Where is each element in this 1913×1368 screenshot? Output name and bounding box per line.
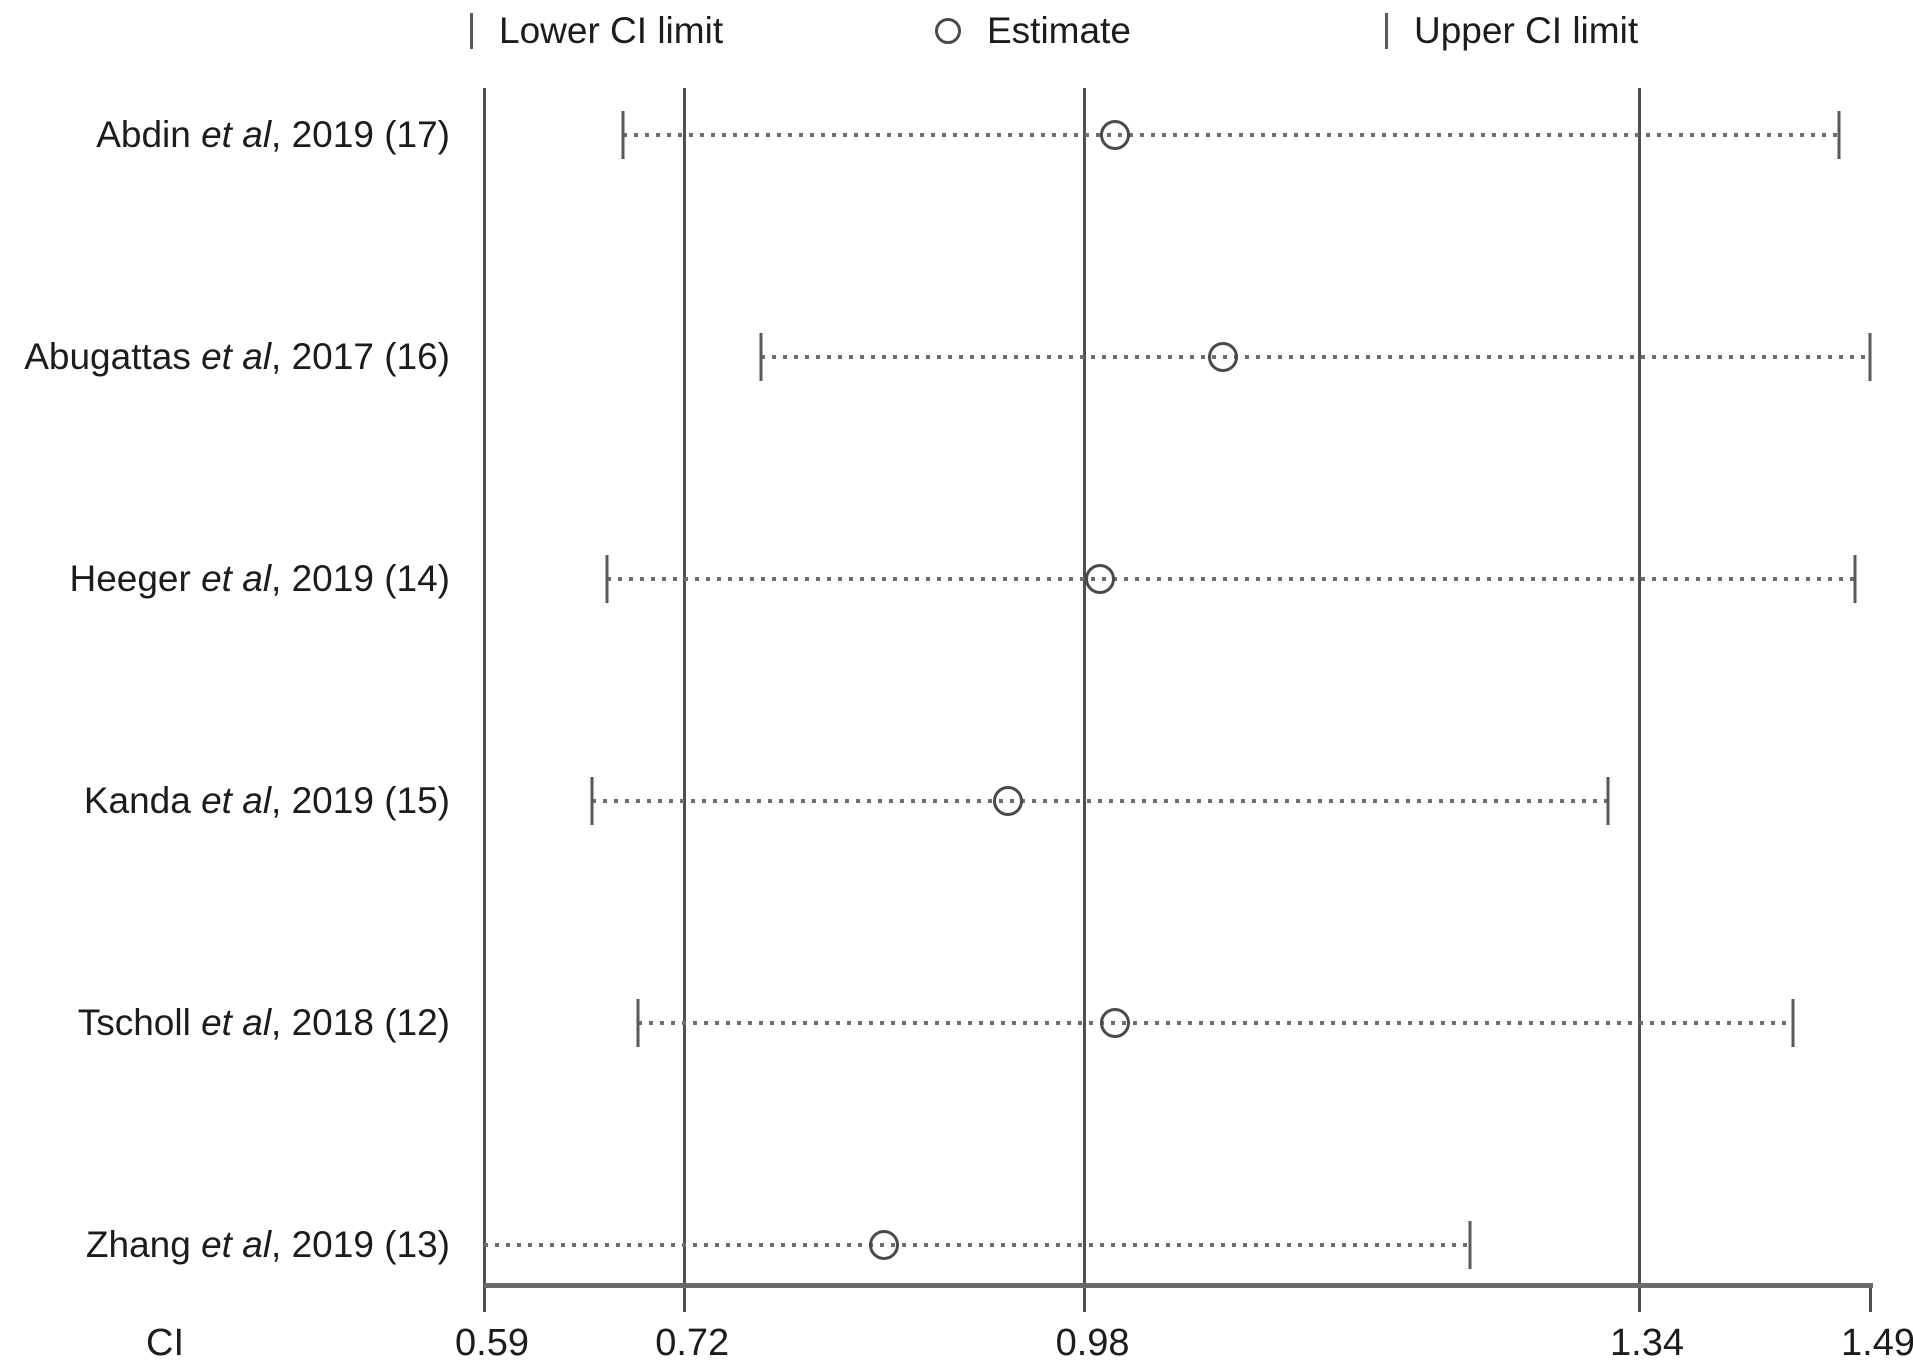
study-label: Kanda et al, 2019 (15) [84,780,450,822]
study-label-name: Kanda [83,780,202,821]
study-label-etal: et al [201,558,272,599]
study-label: Tscholl et al, 2018 (12) [78,1002,450,1044]
study-label-yearref: , 2019 (14) [271,558,450,599]
legend-label-lower-ci: Lower CI limit [499,10,724,51]
legend-label-upper-ci: Upper CI limit [1414,10,1639,51]
study-label: Heeger et al, 2019 (14) [69,558,450,600]
upper-ci-tick [1791,999,1795,1047]
x-tick-label: 1.49 [1841,1322,1913,1364]
ci-line [607,577,1855,581]
estimate-circle [869,1230,900,1260]
study-label: Abugattas et al, 2017 (16) [24,336,450,378]
study-label-name: Heeger [69,558,202,599]
study-label-etal: et al [201,1224,272,1265]
study-label-etal: et al [201,780,272,821]
study-label-name: Zhang [85,1224,202,1265]
x-axis-title: CI [146,1322,184,1364]
study-label-yearref: , 2018 (12) [271,1002,450,1043]
upper-ci-tick [1606,777,1610,825]
study-label-yearref: , 2017 (16) [271,336,450,377]
ci-line [591,799,1609,803]
estimate-circle [992,786,1023,816]
upper-ci-tick [1868,333,1872,381]
ci-line [622,133,1840,137]
ci-line [638,1021,1793,1025]
study-label-name: Tscholl [77,1002,202,1043]
upper-ci-tick [1853,555,1857,603]
upper-ci-tick [1468,1221,1472,1269]
gridline [1083,88,1087,1312]
lower-ci-tick [621,111,625,159]
x-tick-label: 0.98 [1055,1322,1130,1364]
study-label: Abdin et al, 2019 (17) [96,114,450,156]
lower-ci-tick [605,555,609,603]
study-label: Zhang et al, 2019 (13) [86,1224,450,1266]
study-label-yearref: , 2019 (13) [271,1224,450,1265]
legend-label-estimate: Estimate [987,10,1131,51]
study-label-yearref: , 2019 (15) [271,780,450,821]
gridline [682,88,686,1312]
estimate-circle [1100,120,1131,150]
legend-item-estimate: Estimate [935,6,1131,56]
lower-ci-tick [636,999,640,1047]
x-axis-line [484,1283,1873,1288]
lower-ci-tick-icon [470,13,473,49]
study-label-name: Abdin [96,114,202,155]
study-label-yearref: , 2019 (17) [271,114,450,155]
x-tick-label: 1.34 [1610,1322,1684,1364]
lower-ci-tick [759,333,763,381]
x-tick-label: 0.72 [655,1322,730,1364]
y-axis-line [482,88,486,1312]
legend-item-upper-ci: Upper CI limit [1385,6,1638,56]
ci-line [484,1243,1470,1247]
x-tick-label: 0.59 [455,1322,529,1364]
gridline [1637,88,1641,1312]
study-label-etal: et al [201,336,272,377]
upper-ci-tick [1837,111,1841,159]
study-label-etal: et al [201,1002,272,1043]
study-label-name: Abugattas [24,336,202,377]
x-axis-tick [1868,1285,1872,1312]
ci-line [761,355,1870,359]
legend-item-lower-ci: Lower CI limit [470,6,723,56]
estimate-circle-icon [935,18,961,44]
estimate-circle [1100,1008,1131,1038]
study-label-etal: et al [201,114,272,155]
estimate-circle [1085,564,1115,594]
lower-ci-tick [590,777,594,825]
estimate-circle [1208,342,1239,372]
upper-ci-tick-icon [1385,13,1388,49]
